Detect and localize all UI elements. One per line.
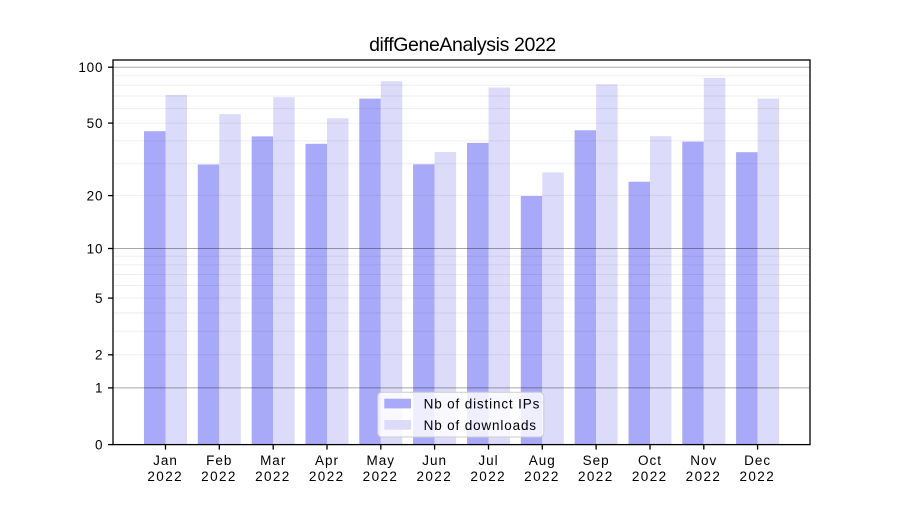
svg-text:Jan: Jan [153, 453, 178, 468]
svg-text:2022: 2022 [578, 469, 614, 484]
svg-text:2: 2 [95, 348, 103, 363]
svg-text:Apr: Apr [315, 453, 339, 468]
svg-text:5: 5 [95, 291, 103, 306]
svg-text:2022: 2022 [470, 469, 506, 484]
svg-text:Nov: Nov [690, 453, 717, 468]
svg-text:2022: 2022 [147, 469, 183, 484]
svg-text:1: 1 [95, 381, 103, 396]
svg-text:May: May [367, 453, 396, 468]
svg-text:Oct: Oct [638, 453, 662, 468]
svg-text:20: 20 [87, 188, 104, 203]
svg-text:diffGeneAnalysis 2022: diffGeneAnalysis 2022 [369, 34, 556, 56]
svg-text:Sep: Sep [583, 453, 610, 468]
svg-text:2022: 2022 [255, 469, 291, 484]
svg-text:2022: 2022 [363, 469, 399, 484]
svg-text:100: 100 [78, 60, 103, 75]
svg-text:2022: 2022 [416, 469, 452, 484]
svg-text:Feb: Feb [206, 453, 232, 468]
svg-text:2022: 2022 [201, 469, 237, 484]
svg-text:10: 10 [87, 241, 104, 256]
svg-text:Nb of downloads: Nb of downloads [424, 418, 537, 433]
svg-text:Nb of distinct IPs: Nb of distinct IPs [424, 396, 541, 411]
svg-text:Jul: Jul [478, 453, 498, 468]
svg-text:2022: 2022 [524, 469, 560, 484]
svg-text:2022: 2022 [686, 469, 722, 484]
svg-text:Dec: Dec [744, 453, 771, 468]
svg-text:50: 50 [87, 116, 104, 131]
svg-text:Mar: Mar [260, 453, 286, 468]
svg-text:2022: 2022 [632, 469, 668, 484]
svg-text:Jun: Jun [422, 453, 447, 468]
svg-text:0: 0 [95, 437, 103, 452]
svg-text:2022: 2022 [309, 469, 345, 484]
svg-text:Aug: Aug [529, 453, 556, 468]
svg-text:2022: 2022 [739, 469, 775, 484]
